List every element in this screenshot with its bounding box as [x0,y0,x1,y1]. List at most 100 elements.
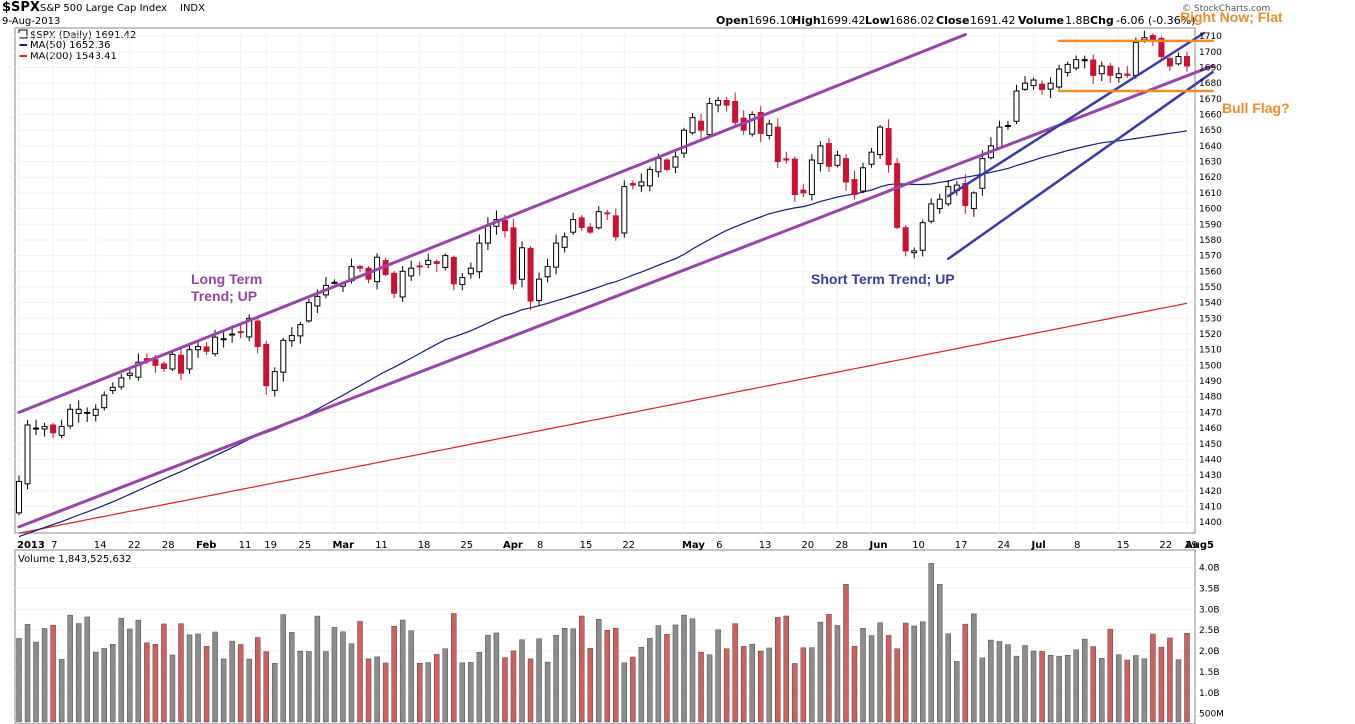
candle-body [595,211,602,229]
candle-body [212,336,219,355]
volume-bar [169,654,176,723]
candle [459,273,466,291]
candle [203,342,210,355]
volume-bar [638,647,645,723]
candle [1030,77,1037,90]
volume-bar [246,658,252,723]
x-tick-label: 11 [375,540,388,551]
candle-body [1132,41,1139,76]
legend-volume: Volume 1,843,525,632 [18,554,132,565]
volume-bar [988,639,994,723]
volume-bar [357,621,363,723]
x-tick-label: 22 [622,540,635,551]
x-tick-label: 14 [94,540,107,551]
volume-bar [894,648,900,723]
x-tick-label: 17 [955,540,968,551]
candle-body [1073,59,1080,69]
candle-body [1098,65,1105,75]
volume-bar [237,644,244,723]
candle-body [842,158,849,183]
x-tick-label: 13 [759,540,772,551]
candle-body [894,163,901,228]
volume-bar [468,662,474,723]
volume-bar [212,631,218,723]
y-tick-label: 1630 [1199,158,1222,168]
y-tick-label: 1450 [1199,440,1222,450]
volume-value: 1.8B [1065,14,1090,27]
volume-bar [255,637,261,723]
candle-body [621,186,628,234]
price-legend: $SPX (Daily) 1691.42 MA(50) 1652.36 MA(2… [18,29,136,62]
candle-body [1107,65,1114,76]
candle [544,258,551,283]
candle-body [680,129,687,154]
candle [842,154,849,191]
candle-body [229,333,236,336]
candle-body [203,346,210,352]
volume-bar [766,647,772,723]
index-name: S&P 500 Large Cap Index [40,3,167,14]
candle-body [1004,125,1011,128]
x-tick-label: Jun [869,540,888,551]
candle [1098,61,1105,82]
candle-body [587,226,594,233]
candle-body [689,117,696,134]
volume-bar [476,651,483,723]
candle [331,279,338,285]
candle [536,272,543,306]
candle [67,403,74,429]
volume-bar [655,625,662,723]
candle-body [629,183,636,186]
candle-body [536,278,543,302]
candle-body [467,267,474,275]
trend-line [947,31,1206,198]
y-tick-label: 1640 [1199,142,1222,152]
candle [962,174,969,214]
candle [1149,33,1156,46]
candle-body [288,335,295,342]
volume-bar [758,650,764,723]
candle [92,404,99,422]
candle [467,262,474,279]
candle-body [297,324,304,337]
ma200-line [18,302,1188,534]
candle [169,352,176,371]
x-tick-label: 29 [1185,540,1198,551]
candle-body [101,394,108,409]
volume-bar [101,648,107,723]
volume-bar [689,618,696,723]
x-tick-label: 15 [1117,540,1130,551]
candle [220,331,227,348]
volume-bar [561,627,568,723]
candle-body [1081,59,1088,62]
candle-body [638,181,645,187]
candle [894,157,901,230]
volume-bar [425,662,431,723]
close-label: Close [936,14,969,27]
volume-bar [272,663,278,723]
candle-body [177,354,184,374]
volume-bar [851,646,858,723]
candle-body [962,182,969,206]
candle [834,150,841,168]
y-tick-label: 1670 [1199,95,1222,105]
candle-body [186,349,193,370]
candle [1175,52,1182,66]
candle-body [263,343,270,387]
volume-bar [536,638,542,723]
candle-body [911,250,918,254]
volume-bar [877,622,883,723]
volume-bar [1107,628,1113,723]
candle [817,141,824,172]
y-tick-label: 1580 [1199,236,1222,246]
volume-bar [1167,637,1173,723]
candle-body [271,371,278,391]
candle [757,106,764,143]
candle [672,151,679,174]
candle [484,217,491,250]
volume-bar [1099,658,1105,723]
volume-bar [843,584,849,723]
x-tick-label: 24 [997,540,1010,551]
volume-bar [67,614,73,723]
y-tick-label: 1660 [1199,111,1222,121]
